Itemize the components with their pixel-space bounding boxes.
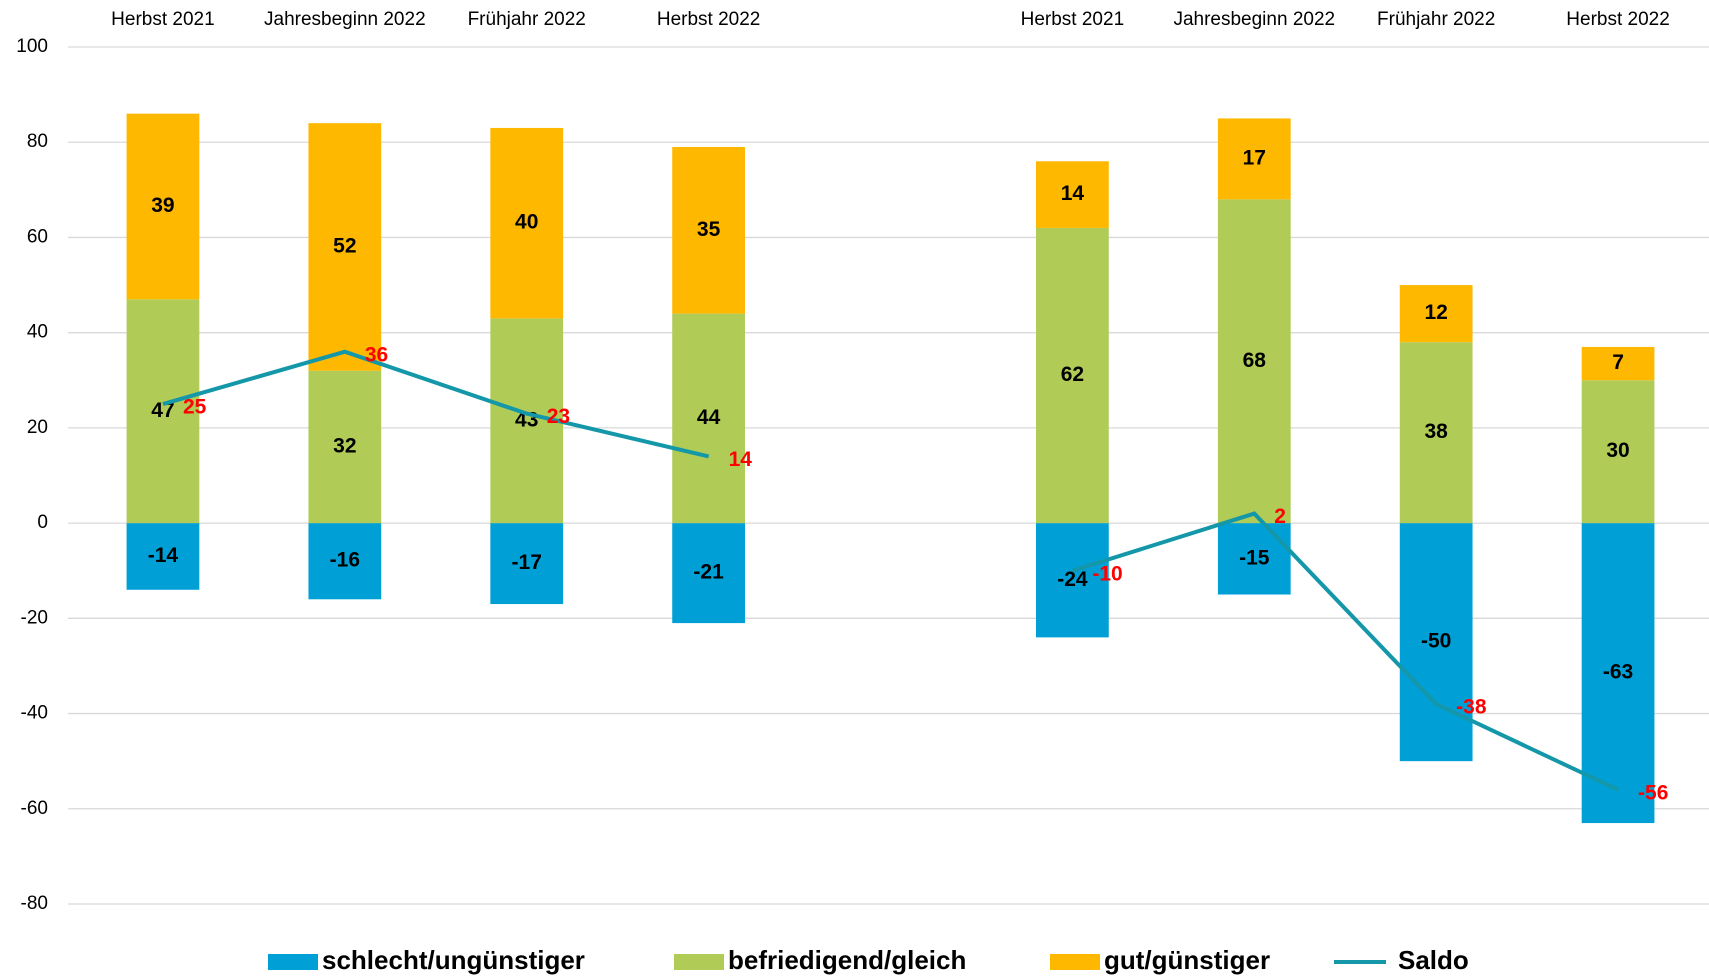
bar-segment <box>490 127 564 319</box>
bar-segment <box>1581 380 1655 524</box>
value-label: 38 <box>1424 420 1448 443</box>
y-tick-label: 0 <box>37 512 48 533</box>
bar-segment <box>308 370 382 524</box>
bar-segment <box>1036 523 1109 638</box>
line-value-label: 14 <box>729 448 753 471</box>
legend-swatch <box>1050 954 1100 970</box>
line-value-label: 25 <box>183 396 207 419</box>
y-tick-label: 80 <box>27 131 48 152</box>
bar-segment <box>1399 285 1473 343</box>
value-label: 7 <box>1612 351 1624 374</box>
bar-segment <box>672 523 745 624</box>
bar-segment <box>1217 118 1291 200</box>
legend-label: befriedigend/gleich <box>728 945 966 975</box>
bar-segment <box>126 299 200 524</box>
x-tick-label: Jahresbeginn 2022 <box>264 9 426 30</box>
value-label: 39 <box>151 194 174 217</box>
value-label: 44 <box>697 406 721 429</box>
x-tick-label: Frühjahr 2022 <box>1377 9 1495 30</box>
value-label: 35 <box>697 218 721 241</box>
value-label: -15 <box>1239 546 1270 569</box>
x-tick-label: Herbst 2021 <box>111 9 215 30</box>
x-tick-label: Herbst 2022 <box>657 9 761 30</box>
value-label: 32 <box>333 434 356 457</box>
value-label: -50 <box>1421 630 1451 653</box>
value-label: 47 <box>151 399 174 422</box>
legend-label: Saldo <box>1398 945 1469 975</box>
y-tick-label: -20 <box>21 607 48 628</box>
line-value-label: 2 <box>1274 505 1286 528</box>
bar-segment <box>1581 346 1655 381</box>
value-label: 62 <box>1061 363 1084 386</box>
line-value-label: -38 <box>1456 696 1487 719</box>
bar-segment <box>1217 523 1291 595</box>
y-tick-label: 100 <box>16 36 48 57</box>
value-label: 12 <box>1424 301 1447 324</box>
y-tick-label: -80 <box>21 893 48 914</box>
value-label: -16 <box>330 549 360 572</box>
x-tick-label: Jahresbeginn 2022 <box>1173 9 1335 30</box>
value-label: -21 <box>693 561 724 584</box>
legend-swatch <box>674 954 724 970</box>
bar-segment <box>672 146 745 314</box>
bar-segment <box>1036 227 1109 524</box>
value-label: 17 <box>1243 146 1266 169</box>
line <box>162 349 1619 792</box>
bar-segment <box>1399 342 1473 524</box>
bar-segment <box>126 523 200 590</box>
line-value-label: -10 <box>1092 562 1122 585</box>
bar-segment <box>308 523 382 600</box>
value-label: 14 <box>1061 182 1085 205</box>
y-tick-label: -60 <box>21 798 48 819</box>
value-label: -63 <box>1603 661 1633 684</box>
value-label: 52 <box>333 235 356 258</box>
line-value-label: -56 <box>1638 781 1668 804</box>
x-tick-label: Frühjahr 2022 <box>468 9 586 30</box>
bar-segment <box>1581 523 1655 824</box>
y-tick-label: -40 <box>21 703 48 724</box>
value-label: 40 <box>515 211 538 234</box>
legend-swatch <box>268 954 318 970</box>
legend-label: gut/günstiger <box>1104 945 1270 975</box>
line-value-label: 36 <box>365 343 388 366</box>
value-label: -24 <box>1057 568 1088 591</box>
value-label: 68 <box>1243 349 1267 372</box>
value-label: -14 <box>148 544 179 567</box>
y-tick-label: 40 <box>27 322 48 343</box>
bar-segment <box>308 123 382 371</box>
bar-segment <box>1217 199 1291 524</box>
line-value-label: 23 <box>547 405 570 428</box>
bar-segment <box>672 313 745 524</box>
x-tick-label: Herbst 2021 <box>1021 9 1125 30</box>
value-label: -17 <box>512 551 542 574</box>
legend-label: schlecht/ungünstiger <box>322 945 585 975</box>
bar-segment <box>126 113 200 300</box>
value-label: 30 <box>1606 439 1629 462</box>
y-tick-label: 60 <box>27 226 48 247</box>
x-tick-label: Herbst 2022 <box>1566 9 1670 30</box>
bar-segment <box>1399 523 1473 762</box>
bar-segment <box>1036 161 1109 228</box>
y-tick-label: 20 <box>27 417 48 438</box>
bar-segment <box>490 523 564 605</box>
